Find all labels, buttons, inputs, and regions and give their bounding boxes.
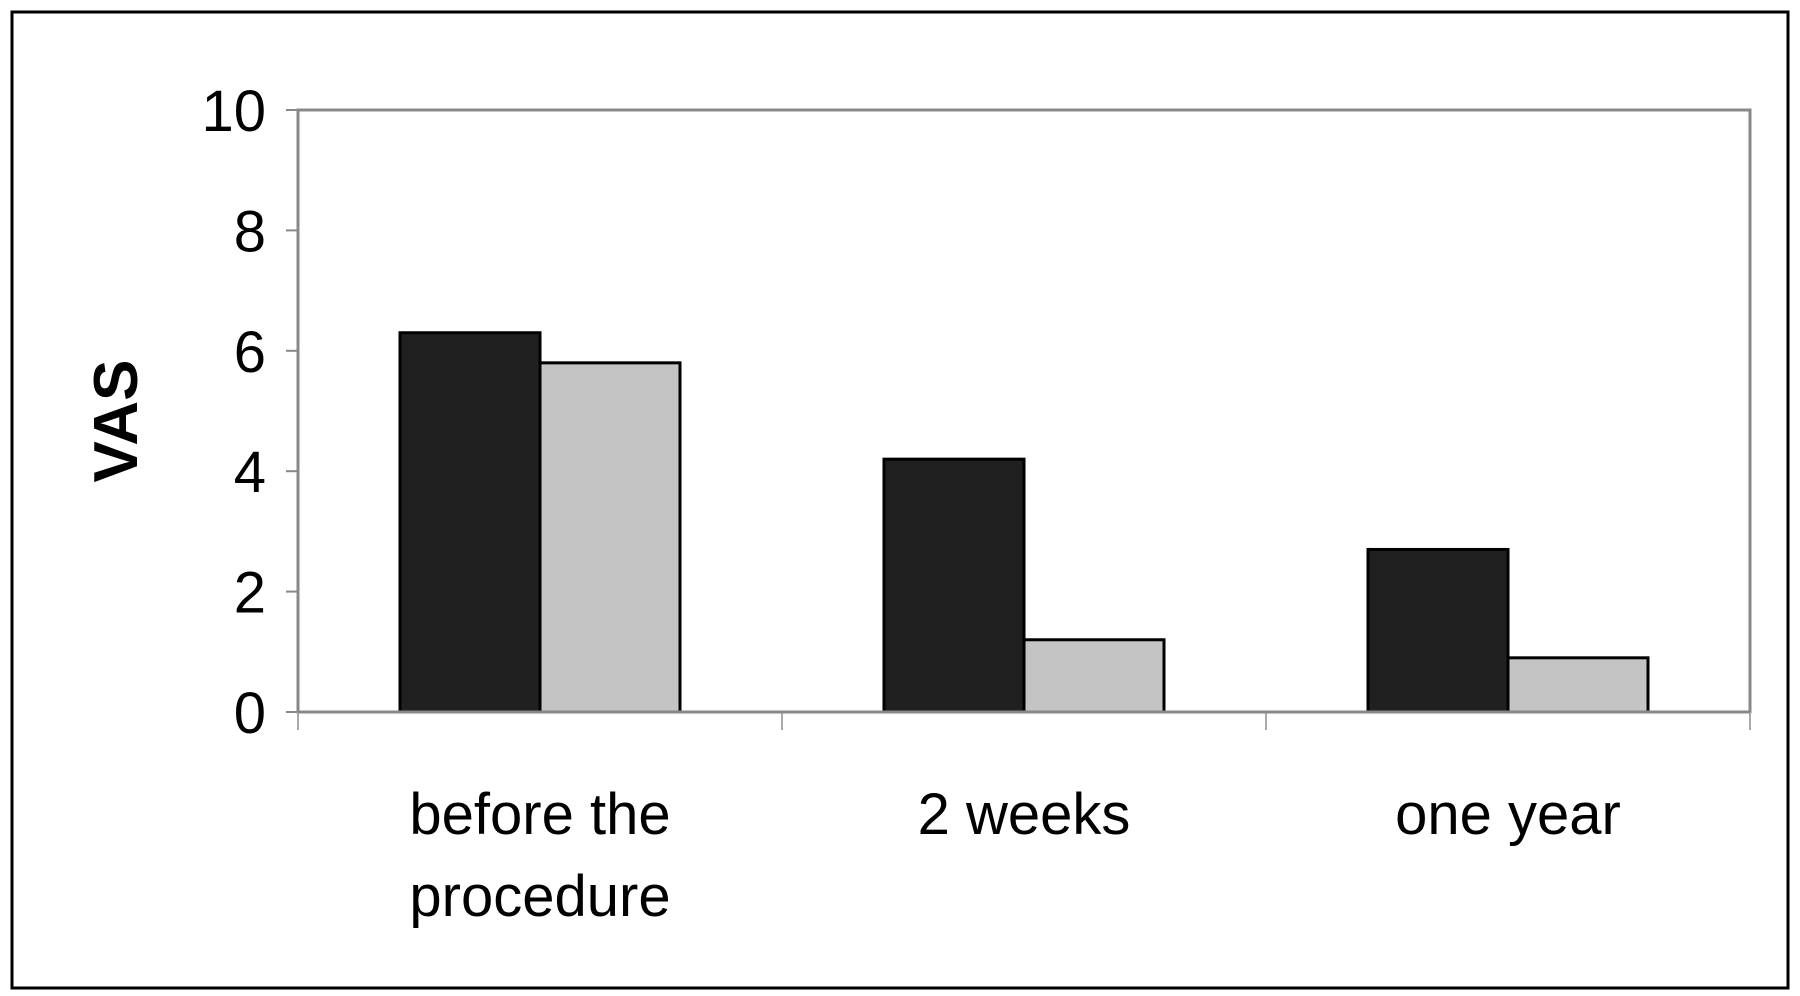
bar (1022, 638, 1166, 714)
x-tick-label: procedure (409, 864, 670, 929)
y-tick-label: 0 (234, 681, 266, 746)
bar (538, 361, 682, 714)
x-tick-label: 2 weeks (918, 782, 1131, 847)
bar (1506, 656, 1650, 714)
y-axis: 0 2 4 6 8 10 (201, 79, 298, 746)
x-axis: before the procedure 2 weeks one year (297, 710, 1751, 929)
y-tick-label: 6 (234, 320, 266, 385)
bars (398, 331, 1650, 714)
y-tick-label: 2 (234, 561, 266, 626)
x-tick-label: before the (409, 782, 670, 847)
y-tick-label: 10 (201, 79, 266, 144)
y-tick-label: 8 (234, 199, 266, 264)
x-tick-label: one year (1395, 782, 1621, 847)
y-tick-label: 4 (234, 440, 266, 505)
bar (1366, 547, 1510, 714)
bar (398, 331, 542, 714)
bar (882, 457, 1026, 714)
y-axis-label: VAS (82, 360, 151, 483)
